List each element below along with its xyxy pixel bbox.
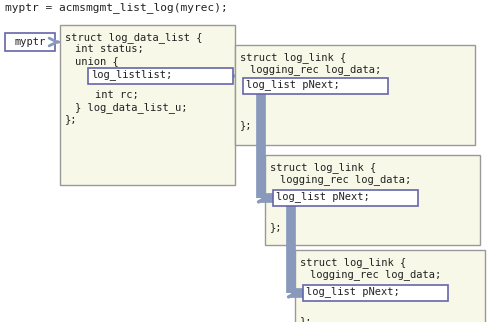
Bar xyxy=(235,45,475,145)
Text: };: }; xyxy=(240,120,252,130)
Bar xyxy=(60,25,235,185)
Bar xyxy=(303,285,448,301)
Text: logging_rec log_data;: logging_rec log_data; xyxy=(280,174,411,185)
Text: log_list pNext;: log_list pNext; xyxy=(276,191,370,202)
Text: myptr: myptr xyxy=(14,37,46,47)
Bar xyxy=(5,33,55,51)
Text: };: }; xyxy=(300,316,312,322)
Text: struct log_data_list {: struct log_data_list { xyxy=(65,32,202,43)
Text: logging_rec log_data;: logging_rec log_data; xyxy=(310,269,441,280)
Text: };: }; xyxy=(65,114,77,124)
Bar xyxy=(265,155,480,245)
Text: int rc;: int rc; xyxy=(95,90,139,100)
Text: struct log_link {: struct log_link { xyxy=(240,52,346,63)
Text: int status;: int status; xyxy=(75,44,144,54)
Text: logging_rec log_data;: logging_rec log_data; xyxy=(250,64,381,75)
Text: union {: union { xyxy=(75,56,119,66)
Bar xyxy=(243,78,388,94)
Bar xyxy=(295,250,485,322)
Text: };: }; xyxy=(270,222,283,232)
Text: struct log_link {: struct log_link { xyxy=(270,162,376,173)
Text: log_list pNext;: log_list pNext; xyxy=(306,286,400,297)
Text: log_list pNext;: log_list pNext; xyxy=(246,79,340,90)
Bar xyxy=(273,190,418,206)
Text: myptr = acmsmgmt_list_log(myrec);: myptr = acmsmgmt_list_log(myrec); xyxy=(5,2,228,13)
Text: log_listlist;: log_listlist; xyxy=(91,69,172,80)
Text: } log_data_list_u;: } log_data_list_u; xyxy=(75,102,187,113)
Bar xyxy=(88,68,233,84)
Text: struct log_link {: struct log_link { xyxy=(300,257,406,268)
